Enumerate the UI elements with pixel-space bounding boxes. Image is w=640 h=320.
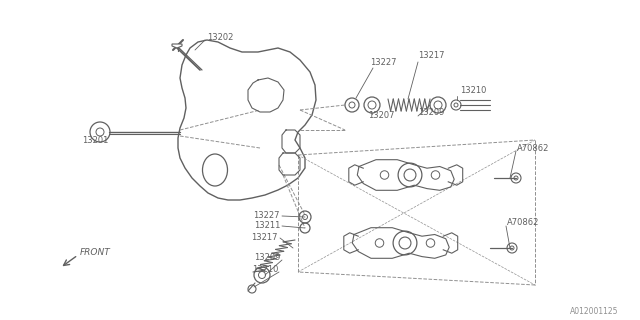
Text: 13202: 13202 [207, 33, 234, 42]
Text: 13209: 13209 [253, 253, 280, 262]
Text: 13201: 13201 [82, 135, 108, 145]
Text: 13227: 13227 [370, 58, 397, 67]
Text: 13217: 13217 [418, 51, 445, 60]
Text: 13209: 13209 [418, 108, 444, 116]
Text: 13227: 13227 [253, 211, 280, 220]
Polygon shape [178, 40, 316, 200]
Text: A70862: A70862 [517, 143, 549, 153]
Text: 13211: 13211 [253, 220, 280, 229]
Text: A012001125: A012001125 [570, 308, 618, 316]
Text: 13210: 13210 [460, 85, 486, 94]
Text: FRONT: FRONT [80, 247, 111, 257]
Text: A70862: A70862 [507, 218, 540, 227]
Text: 13210: 13210 [252, 266, 278, 275]
Text: 13207: 13207 [368, 110, 394, 119]
Polygon shape [172, 44, 182, 48]
Text: 13217: 13217 [252, 233, 278, 242]
